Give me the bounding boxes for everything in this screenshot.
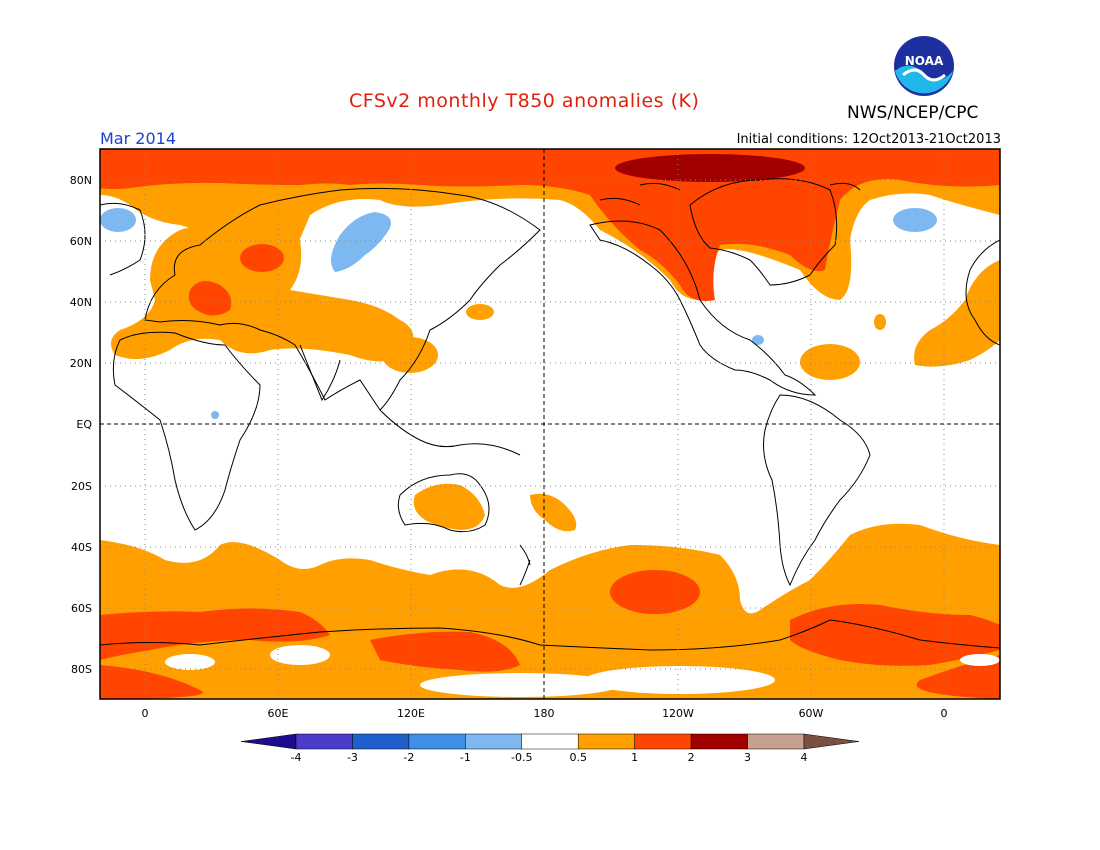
anomaly-region-arctic-max xyxy=(615,154,805,182)
colorbar-label: 0.5 xyxy=(569,751,587,764)
anomaly-region-central-asia-strong xyxy=(240,244,284,272)
anomaly-region-atlantic-east xyxy=(914,260,1000,367)
lat-label: 20S xyxy=(71,480,92,493)
anomaly-region-mid-atlantic xyxy=(874,314,886,330)
colorbar-label: 2 xyxy=(688,751,695,764)
coastline-southeast-asia xyxy=(379,409,521,456)
coastline-greenland-canada xyxy=(689,178,838,286)
anomaly-region-subtropical-atlantic xyxy=(800,344,860,380)
coastline-europe-asia xyxy=(144,187,541,411)
anomaly-region-japan xyxy=(466,304,494,320)
colorbar-swatch xyxy=(408,733,466,750)
lat-label: 60N xyxy=(70,235,92,248)
map-frame xyxy=(99,148,1001,700)
anomaly-region-canada-cool xyxy=(893,208,937,232)
anomaly-region-australia xyxy=(413,483,485,530)
coastline-north-america xyxy=(589,220,817,396)
colorbar-label: 1 xyxy=(631,751,638,764)
coastlines xyxy=(100,178,1000,651)
anomaly-region-antarctic-edge-east xyxy=(916,655,1000,699)
colorbar-swatch xyxy=(521,733,579,750)
colorbar-label: -0.5 xyxy=(511,751,532,764)
coastline-antarctica xyxy=(100,619,1000,651)
lat-label: 80S xyxy=(71,663,92,676)
lon-label: 60W xyxy=(799,707,824,720)
initial-conditions: Initial conditions: 12Oct2013-21Oct2013 xyxy=(736,132,1001,147)
colorbar-swatch xyxy=(295,733,353,750)
anomaly-region-africa-cool xyxy=(211,411,219,419)
colorbar-swatch-low xyxy=(240,733,297,750)
lat-label: 20N xyxy=(70,357,92,370)
colorbar-swatch xyxy=(634,733,692,750)
colorbar-swatch xyxy=(577,733,635,750)
anomaly-region-east-china xyxy=(382,337,438,373)
colorbar-label: -2 xyxy=(403,751,414,764)
colorbar: -4 -3 -2 -1 -0.5 0.5 1 2 3 4 xyxy=(240,733,860,764)
anomaly-region-siberia-cool xyxy=(331,212,391,272)
lat-label: EQ xyxy=(76,418,92,431)
neutral-pocket-antarctic-a xyxy=(420,673,620,697)
colorbar-label: 4 xyxy=(801,751,808,764)
anomaly-region-arctic-strong xyxy=(100,149,1000,301)
neutral-pocket-antarctic-e xyxy=(960,654,1000,666)
lon-label: 120E xyxy=(397,707,425,720)
neutral-pocket-antarctic-b xyxy=(585,666,775,694)
colorbar-label: 3 xyxy=(744,751,751,764)
colorbar-label: -4 xyxy=(291,751,302,764)
anomaly-region-europe xyxy=(111,226,414,362)
colorbar-swatch xyxy=(352,733,410,750)
noaa-logo: NOAA xyxy=(893,35,955,97)
lat-label: 60S xyxy=(71,602,92,615)
forecast-period: Mar 2014 xyxy=(100,129,176,148)
colorbar-swatch xyxy=(690,733,748,750)
anomaly-region-antarctic-strong xyxy=(370,631,520,672)
anomaly-region-drake-strong xyxy=(790,604,1000,666)
lon-label: 60E xyxy=(268,707,289,720)
anomaly-region-antarctic-edge xyxy=(100,665,203,699)
colorbar-swatch xyxy=(465,733,523,750)
lon-label: 0 xyxy=(142,707,149,720)
lon-label: 120W xyxy=(662,707,694,720)
coastline-new-zealand xyxy=(519,544,531,586)
neutral-pocket-antarctic-d xyxy=(165,654,215,670)
anomaly-region-southern-ocean-strong xyxy=(100,608,330,660)
neutral-pocket-antarctic-c xyxy=(270,645,330,665)
lat-label: 40N xyxy=(70,296,92,309)
reference-lines xyxy=(100,149,1000,699)
anomaly-region-great-lakes-cool xyxy=(752,335,764,345)
anomaly-region-south-pacific-strong xyxy=(610,570,700,614)
coastline-australia xyxy=(397,473,490,533)
noaa-logo-text: NOAA xyxy=(905,54,944,68)
coastline-india xyxy=(299,344,341,402)
colorbar-label: -3 xyxy=(347,751,358,764)
agency-label: NWS/NCEP/CPC xyxy=(847,103,979,123)
lon-axis: 0 60E 120E 180 120W 60W 0 xyxy=(142,707,948,720)
lat-label: 40S xyxy=(71,541,92,554)
coastline-arctic-islands xyxy=(599,182,861,206)
map-title: CFSv2 monthly T850 anomalies (K) xyxy=(349,90,700,112)
coastline-europe-east-edge xyxy=(965,239,1000,346)
lat-axis: 80N 60N 40N 20N EQ 20S 40S 60S 80S xyxy=(70,174,93,676)
lon-label: 180 xyxy=(534,707,555,720)
colorbar-label: -1 xyxy=(460,751,471,764)
colorbar-swatch-high xyxy=(803,733,860,750)
lon-label: 0 xyxy=(941,707,948,720)
anomaly-region-alaska-cool xyxy=(100,208,136,232)
anomaly-region-europe-strong xyxy=(188,281,232,316)
anomaly-region-south-pacific xyxy=(530,493,577,532)
colorbar-swatch xyxy=(747,733,805,750)
coastline-south-america xyxy=(763,394,871,587)
lat-label: 80N xyxy=(70,174,92,187)
coastline-africa xyxy=(112,331,261,531)
